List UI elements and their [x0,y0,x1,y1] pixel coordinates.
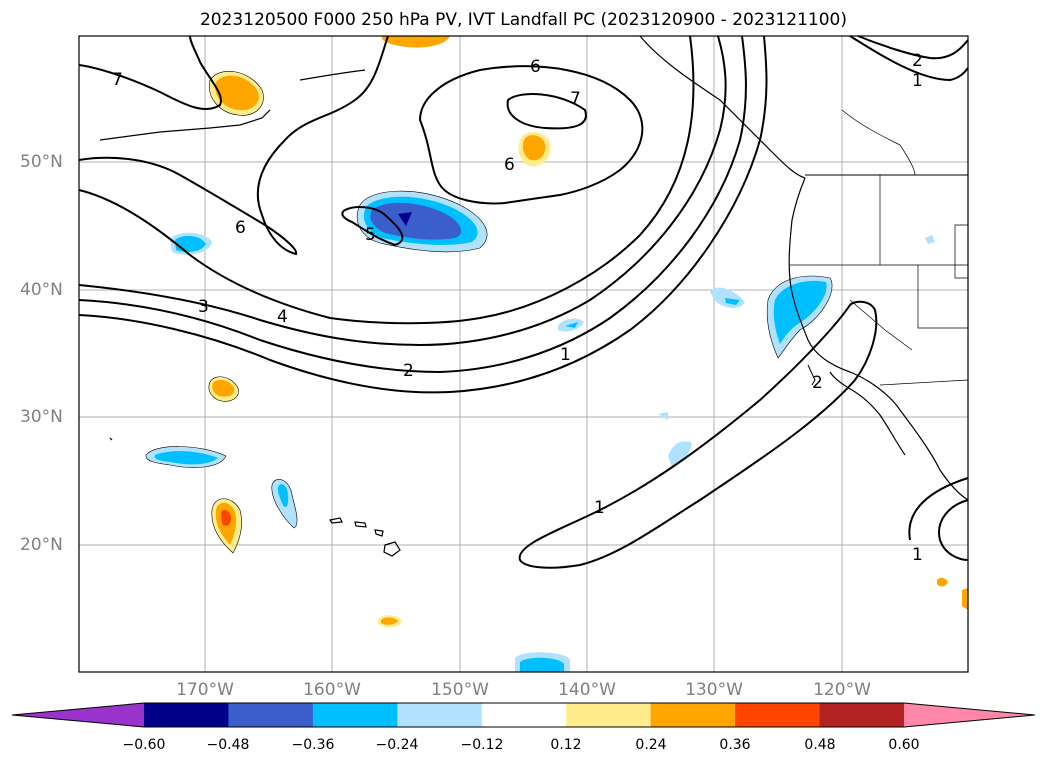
colorbar-segments [12,703,1035,727]
contour-label: 1 [912,545,923,565]
lat-label-40n: 40°N [20,280,63,300]
contour-label: 1 [912,71,923,91]
contour-label: 1 [594,498,605,518]
lon-label-160w: 160°W [303,680,361,700]
lat-label-30n: 30°N [20,407,63,427]
colorbar-segment [650,703,736,727]
graticule [79,36,968,672]
colorbar-outline [11,702,1036,728]
negative-anomaly-patches [145,191,935,672]
lon-label-130w: 130°W [685,680,743,700]
colorbar-segment [481,703,567,727]
lat-label-20n: 20°N [20,535,63,555]
lon-label-140w: 140°W [558,680,616,700]
colorbar-segment [735,703,821,727]
lat-label-50n: 50°N [20,152,63,172]
colorbar-tick: 0.60 [888,737,920,753]
colorbar-tick: −0.48 [206,737,250,753]
colorbar-segment [144,703,229,727]
contour-label: 4 [277,307,288,327]
contour-label: 7 [112,70,123,90]
contour-labels: 7 6 7 6 6 5 3 4 2 1 1 2 1 2 1 [112,51,923,565]
colorbar-tick: −0.24 [375,737,419,753]
contour-label: 6 [530,57,541,77]
contour-label: 5 [365,225,376,245]
colorbar-segment [566,703,652,727]
colorbar-tick: 0.36 [719,737,751,753]
patch-outlines [145,71,833,554]
lon-label-150w: 150°W [431,680,489,700]
colorbar-tick: 0.48 [804,737,836,753]
colorbar-extend-low [12,703,144,727]
positive-anomaly-patches [208,36,968,628]
colorbar-tick: −0.12 [460,737,504,753]
map-frame [78,35,969,673]
contour-label: 2 [912,51,923,71]
contour-label: 3 [198,297,209,317]
map-title: 2023120500 F000 250 hPa PV, IVT Landfall… [199,10,847,30]
contour-label: 2 [403,361,414,381]
contour-label: 1 [560,345,571,365]
colorbar-segment [312,703,398,727]
contour-label: 2 [812,373,823,393]
colorbar-extend-high [904,703,1035,727]
colorbar-segment [397,703,483,727]
contour-label: 6 [235,218,246,238]
colorbar-segment [819,703,905,727]
colorbar-segment [228,703,314,727]
contour-label: 6 [504,155,515,175]
colorbar-tick: −0.60 [122,737,166,753]
coastlines [99,35,969,557]
lon-label-120w: 120°W [813,680,871,700]
colorbar-tick: −0.36 [291,737,335,753]
colorbar-tick: 0.24 [635,737,667,753]
lon-label-170w: 170°W [176,680,234,700]
colorbar-tick: 0.12 [550,737,582,753]
contour-label: 7 [570,89,581,109]
